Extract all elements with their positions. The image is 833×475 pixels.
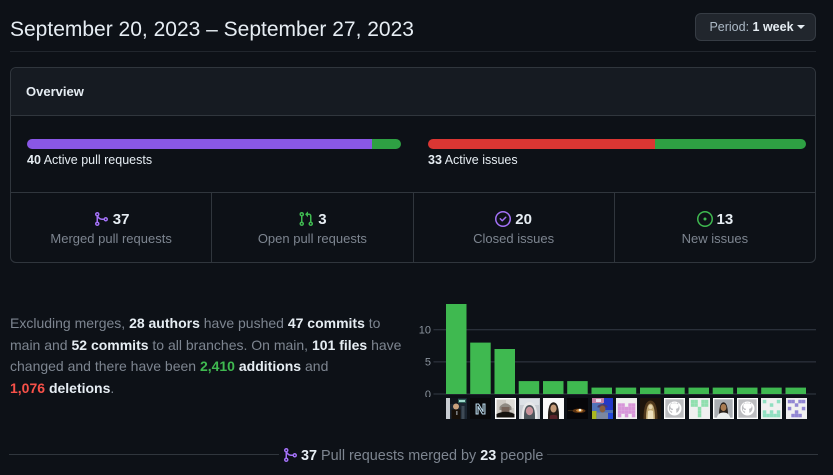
svg-text:10: 10 (419, 325, 431, 337)
svg-text:5: 5 (425, 357, 431, 369)
svg-text:N: N (475, 401, 486, 418)
svg-text:0: 0 (425, 389, 431, 397)
